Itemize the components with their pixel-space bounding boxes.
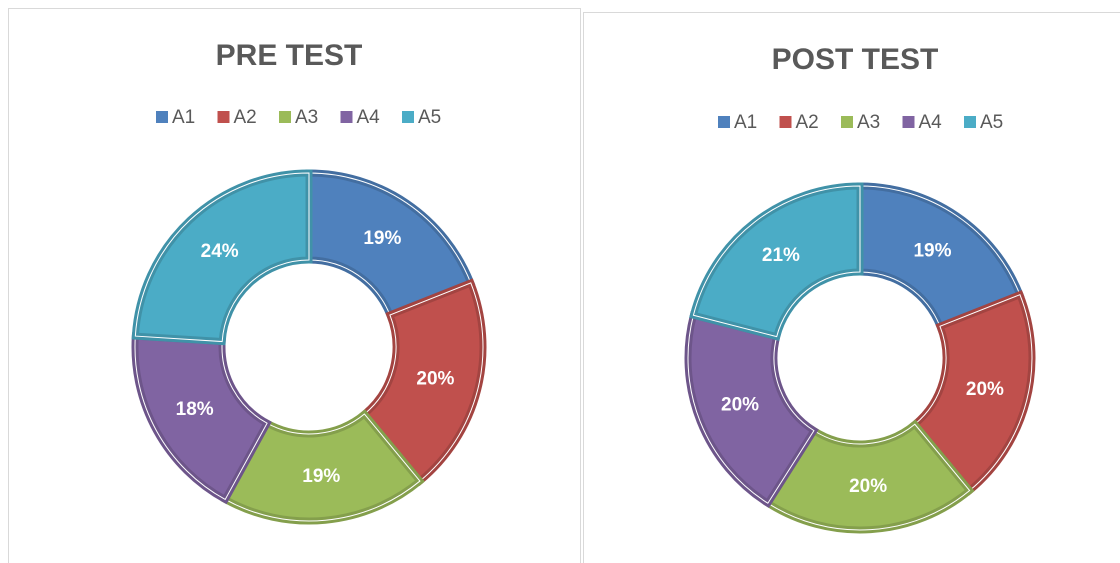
data-label: 19% bbox=[363, 228, 401, 249]
chart-title: PRE TEST bbox=[216, 39, 363, 72]
legend-label: A5 bbox=[980, 112, 1003, 133]
legend-label: A1 bbox=[172, 107, 195, 128]
legend-swatch bbox=[718, 116, 730, 128]
segment-edge bbox=[687, 314, 815, 504]
segment-edge bbox=[692, 185, 861, 338]
legend-swatch bbox=[902, 116, 915, 128]
legend-swatch bbox=[156, 111, 168, 123]
legend-label: A3 bbox=[295, 107, 318, 128]
legend-swatch bbox=[217, 111, 230, 123]
segment-edge bbox=[767, 423, 971, 531]
data-label: 18% bbox=[176, 399, 214, 420]
data-label: 20% bbox=[849, 476, 887, 497]
legend-label: A4 bbox=[919, 112, 943, 133]
legend-label: A2 bbox=[796, 112, 819, 133]
legend-label: A3 bbox=[857, 112, 880, 133]
legend-swatch bbox=[964, 116, 976, 128]
segment-edge bbox=[134, 172, 310, 343]
data-label: 20% bbox=[966, 379, 1004, 400]
legend-swatch bbox=[779, 116, 792, 128]
segment-edge bbox=[363, 282, 484, 482]
legend-label: A2 bbox=[234, 107, 257, 128]
data-label: 20% bbox=[721, 395, 759, 416]
data-label: 21% bbox=[762, 245, 800, 266]
segment-edge bbox=[914, 294, 1033, 492]
legend-swatch bbox=[402, 111, 414, 123]
legend-label: A4 bbox=[357, 107, 381, 128]
data-label: 24% bbox=[201, 241, 239, 262]
legend-swatch bbox=[841, 116, 853, 128]
segment-edge bbox=[308, 172, 472, 316]
panel-frame bbox=[8, 8, 581, 563]
legend-label: A5 bbox=[418, 107, 441, 128]
segment-edge bbox=[134, 335, 268, 501]
data-label: 19% bbox=[913, 240, 951, 261]
segment-edge bbox=[224, 413, 421, 522]
data-label: 19% bbox=[302, 466, 340, 487]
legend-label: A1 bbox=[734, 112, 757, 133]
segment-edge bbox=[859, 185, 1021, 327]
legend-swatch bbox=[279, 111, 291, 123]
data-label: 20% bbox=[416, 368, 454, 389]
chart-title: POST TEST bbox=[772, 43, 939, 76]
legend-swatch bbox=[340, 111, 353, 123]
panel-frame bbox=[583, 12, 1120, 563]
